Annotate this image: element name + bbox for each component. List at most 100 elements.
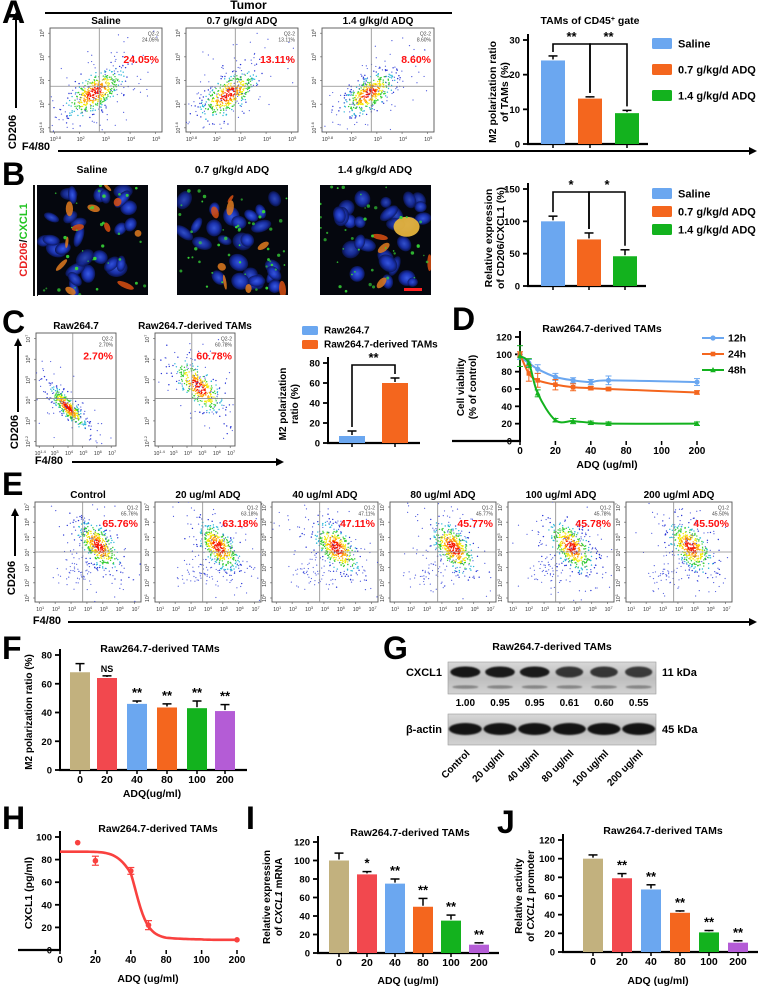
svg-text:103: 103 — [51, 449, 59, 457]
svg-text:105: 105 — [38, 53, 46, 61]
svg-text:104: 104 — [143, 396, 151, 405]
svg-text:103: 103 — [310, 100, 318, 108]
svg-text:104: 104 — [321, 605, 330, 613]
flow-plot-e-control: Control Q1-2 65.76% 65.76% 101 102 103 104 105 10… — [18, 489, 145, 621]
flow-plot-e-200: 200 ug/ml ADQ Q1-2 45.50% 45.50% 101 102 103 10… — [609, 489, 736, 621]
flow-plot-e-100: 100 ug/ml ADQ Q1-2 45.78% 45.78% 101 102 103 10… — [491, 489, 618, 621]
svg-text:107: 107 — [132, 605, 140, 613]
flow-svg: Raw264.7-derived TAMsQ2-260.78%60.78%101… — [138, 321, 252, 457]
svg-text:102: 102 — [172, 605, 180, 613]
panel-i-letter: I — [246, 800, 255, 836]
svg-text:100.8: 100.8 — [186, 135, 197, 143]
svg-text:103: 103 — [143, 564, 151, 572]
svg-text:102: 102 — [77, 135, 85, 143]
svg-text:102: 102 — [260, 579, 268, 587]
svg-text:103: 103 — [374, 135, 382, 143]
svg-text:2.70%: 2.70% — [83, 351, 113, 363]
panel-g-letter: G — [383, 630, 408, 666]
flow-plot-e-20: 20 ug/ml ADQ Q1-2 63.18% 63.18% 101 102 103 104… — [138, 489, 265, 621]
svg-text:102: 102 — [213, 135, 221, 143]
svg-text:Q2-2: Q2-2 — [102, 337, 113, 343]
flow-svg: Raw264.7Q2-22.70%2.70%101.4 103 104 105 106 1… — [24, 321, 117, 457]
micro-svg — [174, 185, 288, 298]
svg-text:107: 107 — [252, 605, 260, 613]
svg-text:106: 106 — [143, 355, 151, 363]
svg-text:105: 105 — [143, 533, 151, 541]
svg-text:101: 101 — [143, 594, 151, 602]
svg-text:8.60%: 8.60% — [417, 38, 432, 44]
svg-text:103: 103 — [170, 449, 178, 457]
svg-text:107: 107 — [23, 503, 31, 511]
tumor-underline — [45, 12, 452, 14]
svg-text:102: 102 — [349, 135, 357, 143]
svg-text:13.11%: 13.11% — [278, 38, 295, 44]
svg-text:80 ug/ml ADQ: 80 ug/ml ADQ — [410, 490, 475, 501]
svg-text:Q2-2: Q2-2 — [284, 32, 295, 38]
svg-text:60.78%: 60.78% — [215, 343, 233, 349]
svg-text:104: 104 — [184, 449, 193, 457]
svg-text:Saline: Saline — [91, 16, 121, 27]
chart-svg-D: 0204060801001200204080100200Raw264.7-der… — [452, 323, 746, 471]
svg-text:103: 103 — [24, 417, 32, 425]
chart-f-m2-polarization-dose: 0 20 40 60 80 0 20 NS 40 ** 80 ** 100 ** 200 ** Raw264.7… — [20, 638, 310, 805]
svg-text:106: 106 — [236, 605, 244, 613]
svg-text:106: 106 — [38, 29, 46, 37]
micro-image-07adq — [174, 185, 288, 300]
western-blot-panel: Raw264.7-derived TAMs 1.00 0.95 0.95 0.61 0.6… — [386, 638, 764, 818]
svg-text:63.18%: 63.18% — [241, 512, 259, 518]
svg-text:104: 104 — [260, 548, 268, 557]
svg-text:102: 102 — [52, 605, 60, 613]
svg-text:106: 106 — [23, 518, 31, 526]
svg-text:101.6: 101.6 — [38, 122, 46, 133]
panel-a-tumor-header: Tumor — [45, 0, 452, 12]
micro-svg — [37, 183, 148, 299]
svg-text:103: 103 — [260, 564, 268, 572]
panel-a-letter: A — [2, 0, 26, 30]
svg-text:104: 104 — [23, 548, 31, 557]
scale-bar — [404, 288, 422, 291]
svg-text:Q1-2: Q1-2 — [127, 506, 138, 512]
chart-svg-H: 0204060801000204080100200Raw264.7-derive… — [18, 823, 246, 985]
svg-text:106: 106 — [116, 605, 124, 613]
panel-b-letter: B — [2, 156, 26, 192]
svg-text:101.2: 101.2 — [143, 436, 151, 447]
chart-d-cell-viability: 0204060801001200204080100200Raw264.7-der… — [452, 316, 764, 479]
svg-text:106: 106 — [174, 29, 182, 37]
svg-text:1.4 g/kg/d ADQ: 1.4 g/kg/d ADQ — [343, 16, 414, 27]
flow-plot-c-raw: Raw264.7 Q2-2 2.70% 2.70% 101.4 103 104 105 106 1… — [19, 320, 120, 465]
svg-text:103: 103 — [38, 100, 46, 108]
svg-text:104: 104 — [263, 135, 272, 143]
svg-text:105: 105 — [24, 376, 32, 384]
panel-e-letter: E — [2, 466, 24, 502]
svg-text:105: 105 — [337, 605, 345, 613]
svg-text:107: 107 — [227, 449, 235, 457]
svg-text:101: 101 — [156, 605, 164, 613]
chart-c-m2-polarization: 0 20 40 60 80 ** M2 polarization ratio (%) Raw26… — [278, 316, 464, 461]
svg-text:Raw264.7-derived TAMs: Raw264.7-derived TAMs — [138, 321, 252, 332]
svg-text:105: 105 — [152, 135, 160, 143]
svg-text:105: 105 — [198, 449, 206, 457]
svg-text:47.11%: 47.11% — [358, 512, 375, 518]
svg-text:105: 105 — [79, 449, 87, 457]
svg-text:104: 104 — [143, 548, 151, 557]
panel-h-letter: H — [2, 800, 26, 836]
svg-text:101.2: 101.2 — [24, 436, 32, 447]
svg-text:106: 106 — [24, 355, 32, 363]
svg-text:103: 103 — [102, 135, 110, 143]
svg-text:104: 104 — [65, 449, 74, 457]
micro-image-saline — [37, 183, 148, 300]
